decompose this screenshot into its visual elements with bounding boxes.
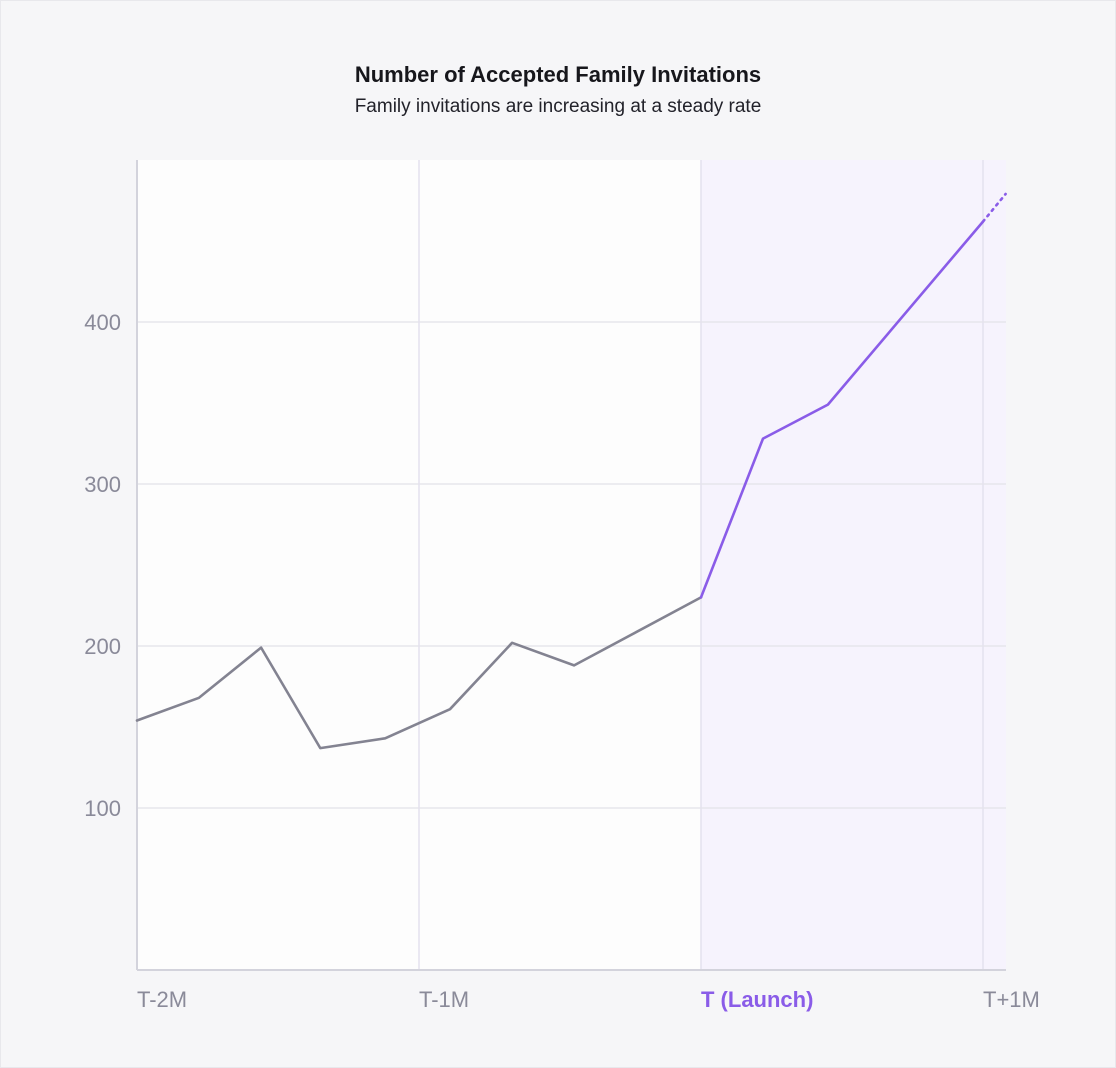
series-line-pre-launch	[135, 596, 703, 750]
y-tick-label-100: 100	[84, 796, 121, 821]
y-tick-label-400: 400	[84, 310, 121, 335]
axes	[136, 160, 1006, 971]
tick-labels: 100 200 300 400 T-2M T-1M T (Launch) T+1M	[84, 310, 1040, 1012]
x-tick-label-1: T-1M	[419, 987, 469, 1012]
series-lines	[135, 192, 1007, 750]
x-tick-label-3: T+1M	[983, 987, 1040, 1012]
series-line-projection	[981, 192, 1007, 223]
y-tick-label-200: 200	[84, 634, 121, 659]
chart-subtitle: Family invitations are increasing at a s…	[354, 96, 762, 117]
x-tick-label-2: T (Launch)	[701, 987, 813, 1012]
y-tick-label-300: 300	[84, 472, 121, 497]
grid	[137, 160, 1006, 970]
launch-highlight-region	[701, 160, 1006, 970]
x-tick-label-0: T-2M	[137, 987, 187, 1012]
chart-title: Number of Accepted Family Invitations	[354, 62, 762, 87]
series-line-post-launch	[699, 220, 985, 599]
